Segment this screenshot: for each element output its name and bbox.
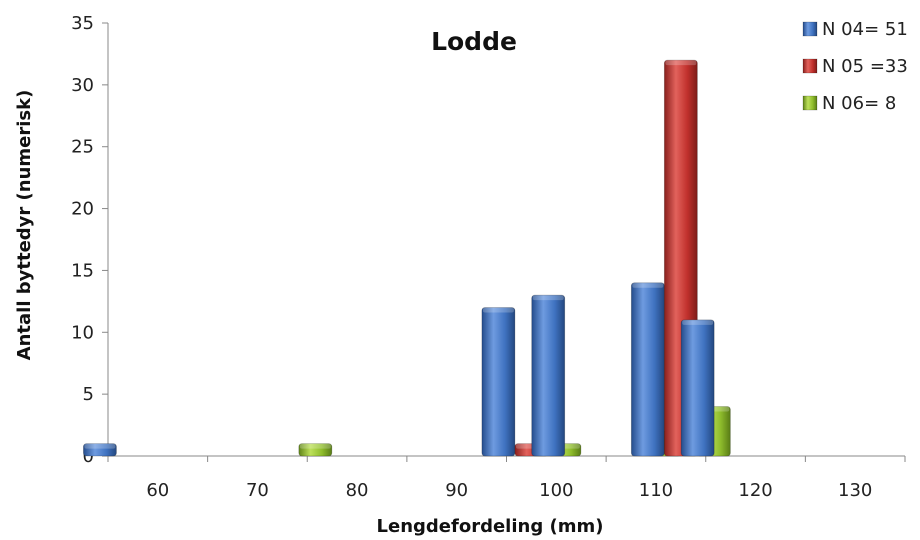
- bar-series-1: [481, 307, 516, 457]
- bar-highlight: [632, 282, 664, 288]
- bar-highlight: [84, 443, 116, 449]
- y-tick-label: 20: [71, 199, 94, 220]
- bar-series-3: [298, 443, 333, 457]
- bar-highlight: [299, 443, 331, 449]
- x-axis: 60 70 80 90 100 110 120 130: [107, 455, 906, 501]
- x-tick-label: 70: [246, 480, 269, 501]
- legend-label: N 06= 8: [822, 93, 896, 114]
- y-tick-label: 5: [83, 384, 94, 405]
- y-tick-label: 25: [71, 137, 94, 158]
- x-tick-label: 120: [738, 480, 772, 501]
- x-axis-title: Lengdefordeling (mm): [377, 516, 604, 537]
- y-tick-label: 0: [83, 446, 94, 467]
- bar-highlight: [682, 319, 714, 325]
- bar-series-1: [680, 319, 715, 457]
- y-tick-label: 30: [71, 75, 94, 96]
- legend-swatch: [802, 58, 818, 74]
- y-axis-title: Antall byttedyr (numerisk): [14, 90, 35, 361]
- chart-title: Lodde: [431, 27, 517, 56]
- bar-highlight: [665, 60, 697, 66]
- x-tick-label: 130: [838, 480, 872, 501]
- y-axis: 0 5 10 15 20 25 30 35: [71, 13, 109, 467]
- x-tick-label: 80: [346, 480, 369, 501]
- x-tick-label: 60: [146, 480, 169, 501]
- x-tick-label: 90: [445, 480, 468, 501]
- y-tick-label: 15: [71, 260, 94, 281]
- bar-series-1: [83, 443, 117, 457]
- x-tick-label: 110: [639, 480, 673, 501]
- y-tick-label: 35: [71, 13, 94, 34]
- x-tick-label: 100: [539, 480, 573, 501]
- legend-swatch: [802, 95, 818, 111]
- y-tick-label: 10: [71, 322, 94, 343]
- bar-highlight: [532, 295, 564, 301]
- legend-label: N 04= 51: [822, 19, 908, 40]
- bar-series-1: [531, 294, 566, 457]
- legend-label: N 05 =33: [822, 56, 908, 77]
- legend-swatch: [802, 21, 818, 37]
- bar-series-1: [630, 282, 665, 457]
- bar-highlight: [482, 307, 514, 313]
- legend: N 04= 51 N 05 =33 N 06= 8: [802, 19, 908, 114]
- bars: [83, 59, 731, 457]
